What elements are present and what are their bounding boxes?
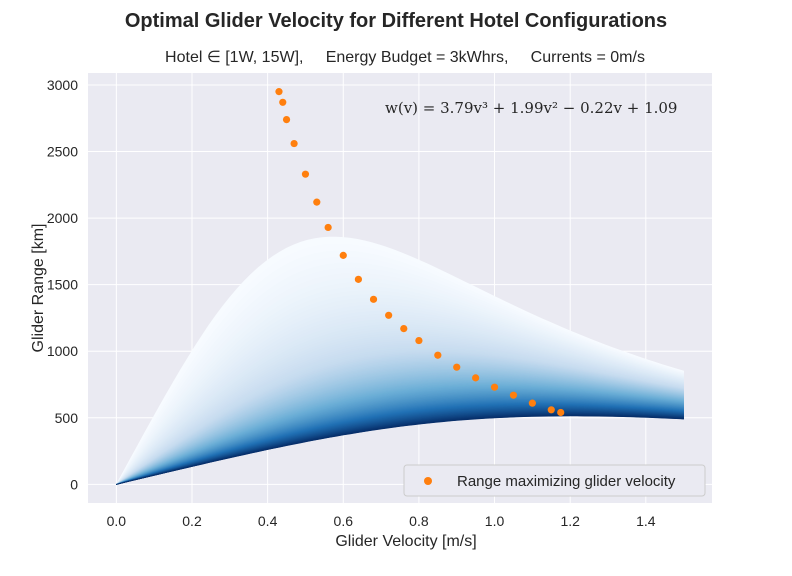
x-tick-label: 0.2 (182, 513, 202, 529)
scatter-point (434, 351, 442, 359)
x-tick-label: 0.0 (107, 513, 127, 529)
scatter-point (509, 391, 518, 399)
scatter-point (290, 139, 298, 148)
chart-title: Optimal Glider Velocity for Different Ho… (125, 10, 667, 32)
legend: Range maximizing glider velocity (403, 464, 706, 497)
range-band (116, 415, 684, 485)
y-tick-label: 500 (55, 410, 79, 426)
range-fill-area (116, 236, 684, 485)
scatter-point (557, 408, 565, 417)
scatter-point (275, 88, 283, 96)
scatter-point (279, 98, 287, 106)
scatter-point (453, 363, 461, 371)
scatter-point (415, 336, 423, 345)
scatter-point (339, 251, 347, 259)
x-tick-label: 0.6 (334, 513, 354, 529)
x-tick-label: 1.4 (636, 513, 656, 529)
scatter-point (490, 383, 499, 391)
scatter-point (282, 115, 291, 124)
legend-box (403, 464, 706, 497)
scatter-point (528, 399, 536, 407)
x-axis-label: Glider Velocity [m/s] (335, 533, 476, 550)
x-tick-label: 1.2 (560, 513, 580, 529)
x-tick-label: 0.8 (409, 513, 429, 529)
scatter-point (369, 295, 378, 303)
y-tick-label: 2000 (47, 210, 78, 226)
legend-marker (424, 477, 432, 485)
scatter-point (313, 198, 321, 206)
y-tick-label: 0 (70, 476, 78, 492)
scatter-point (324, 223, 332, 232)
y-axis-label: Glider Range [km] (30, 224, 47, 353)
x-tick-label: 1.0 (485, 513, 505, 529)
y-tick-label: 1500 (47, 277, 78, 293)
chart-subtitle: Hotel ∈ [1W, 15W], Energy Budget = 3kWhr… (165, 49, 645, 66)
scatter-point (385, 311, 393, 319)
scatter-point (472, 374, 480, 382)
y-tick-label: 3000 (47, 77, 78, 93)
x-tick-label: 0.4 (258, 513, 278, 529)
scatter-point (547, 406, 555, 414)
y-tick-label: 2500 (47, 144, 78, 160)
scatter-point (354, 275, 362, 283)
scatter-point (301, 170, 310, 178)
legend-label: Range maximizing glider velocity (457, 473, 676, 490)
x-ticks: 0.0 0.2 0.4 0.6 0.8 1.0 1.2 1.4 (107, 513, 656, 529)
y-ticks: 0 500 1000 1500 2000 2500 3000 (47, 77, 78, 492)
scatter-point (400, 325, 408, 333)
y-tick-label: 1000 (47, 343, 78, 359)
optimal-velocity-scatter (275, 88, 565, 417)
power-model-annotation: w(v) = 3.79v³ + 1.99v² − 0.22v + 1.09 (385, 99, 677, 117)
